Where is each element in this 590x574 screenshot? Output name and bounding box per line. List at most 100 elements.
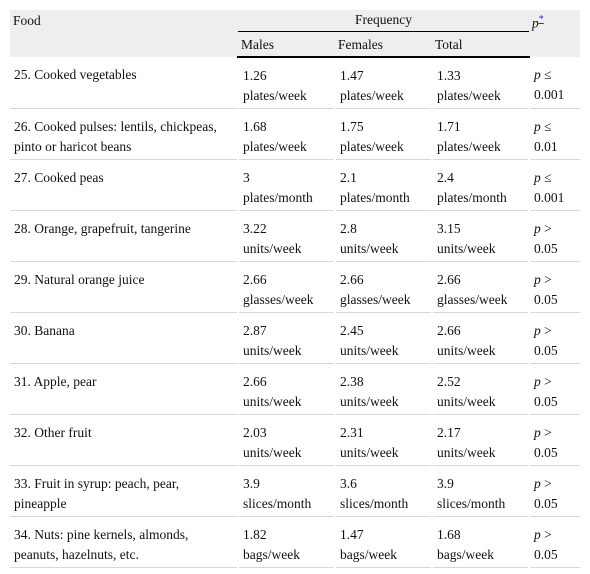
frequency-value: 1.33 — [437, 68, 461, 83]
subheader-cell: Total — [432, 33, 530, 58]
table-cell: 31. Apple, pear — [10, 363, 238, 415]
header-cell: p* — [529, 10, 581, 57]
frequency-unit: units/week — [243, 343, 302, 358]
table-header: Food Frequency p* Males Females Total — [10, 10, 581, 58]
table-cell: 1.82 bags/week — [237, 516, 335, 568]
table-cell: p > 0.05 — [528, 516, 581, 568]
table-cell: 3 plates/month — [237, 159, 335, 211]
table-cell: 1.75 plates/week — [334, 108, 432, 160]
frequency-value: 1.47 — [340, 68, 364, 83]
frequency-unit: units/week — [243, 394, 302, 409]
header-row: Food Frequency p* — [10, 10, 581, 57]
p-value: ≤ 0.001 — [534, 67, 565, 102]
p-value: ≤ 0.01 — [534, 119, 558, 154]
p-value: > 0.05 — [534, 323, 558, 358]
frequency-unit: units/week — [340, 394, 399, 409]
frequency-unit: slices/month — [437, 496, 506, 511]
frequency-value: 2.66 — [437, 272, 461, 287]
p-value: > 0.05 — [534, 272, 558, 307]
frequency-unit: units/week — [437, 343, 496, 358]
frequency-unit: plates/week — [340, 139, 404, 154]
frequency-value: 1.26 — [243, 68, 267, 83]
table-cell: p > 0.05 — [528, 465, 581, 517]
frequency-value: 3.15 — [437, 221, 461, 236]
frequency-unit: plates/week — [437, 88, 501, 103]
frequency-unit: bags/week — [340, 547, 397, 562]
table-cell: p > 0.05 — [528, 210, 581, 262]
table-cell: 33. Fruit in syrup: peach, pear, pineapp… — [10, 465, 238, 517]
table-cell: 2.45 units/week — [334, 312, 432, 364]
food-name: 34. Nuts: pine kernels, almonds, peanuts… — [14, 527, 189, 562]
table-cell: 3.6 slices/month — [334, 465, 432, 517]
table-cell: p ≤ 0.001 — [528, 159, 581, 211]
food-name: 31. Apple, pear — [14, 374, 97, 389]
footnote-link[interactable]: * — [538, 14, 544, 25]
table-cell: p ≤ 0.01 — [528, 108, 581, 160]
table-cell: 1.47 bags/week — [334, 516, 432, 568]
p-symbol: p — [534, 323, 541, 338]
table-cell: 2.03 units/week — [237, 414, 335, 466]
food-name: 33. Fruit in syrup: peach, pear, pineapp… — [14, 476, 180, 511]
p-value: > 0.05 — [534, 221, 558, 256]
frequency-unit: glasses/week — [243, 292, 314, 307]
table-row: 25. Cooked vegetables 1.26 plates/week 1.47… — [10, 57, 581, 109]
frequency-value: 3 — [243, 170, 250, 185]
frequency-unit: plates/month — [340, 190, 410, 205]
p-symbol: p — [534, 425, 541, 440]
frequency-value: 3.9 — [243, 476, 260, 491]
frequency-unit: bags/week — [437, 547, 494, 562]
frequency-value: 1.75 — [340, 119, 364, 134]
table-cell: 1.47 plates/week — [334, 57, 432, 109]
frequency-value: 1.71 — [437, 119, 461, 134]
frequency-value: 2.66 — [243, 374, 267, 389]
table-cell: 2.31 units/week — [334, 414, 432, 466]
p-value: > 0.05 — [534, 425, 558, 460]
frequency-value: 1.68 — [243, 119, 267, 134]
table-cell: 2.1 plates/month — [334, 159, 432, 211]
table-cell: 2.38 units/week — [334, 363, 432, 415]
food-name: 28. Orange, grapefruit, tangerine — [14, 221, 191, 236]
frequency-unit: slices/month — [340, 496, 409, 511]
p-symbol: p — [534, 119, 541, 134]
frequency-value: 2.66 — [437, 323, 461, 338]
frequency-value: 2.8 — [340, 221, 357, 236]
frequency-value: 3.22 — [243, 221, 267, 236]
table-cell: 3.15 units/week — [430, 210, 530, 262]
table-cell: 34. Nuts: pine kernels, almonds, peanuts… — [10, 516, 238, 568]
table-row: 34. Nuts: pine kernels, almonds, peanuts… — [10, 516, 581, 568]
table-cell: 3.22 units/week — [237, 210, 335, 262]
frequency-value: 1.68 — [437, 527, 461, 542]
header-text: Frequency — [238, 12, 530, 32]
header-cell: Frequency — [238, 10, 530, 33]
table-row: 33. Fruit in syrup: peach, pear, pineapp… — [10, 465, 581, 517]
frequency-value: 2.66 — [340, 272, 364, 287]
table-row: 27. Cooked peas 3 plates/month 2.1 plates/mo… — [10, 159, 581, 211]
food-name: 26. Cooked pulses: lentils, chickpeas, p… — [14, 119, 217, 154]
table-cell: 2.66 units/week — [237, 363, 335, 415]
frequency-value: 2.17 — [437, 425, 461, 440]
table-cell: 3.9 slices/month — [237, 465, 335, 517]
frequency-unit: bags/week — [243, 547, 300, 562]
table-cell: p > 0.05 — [528, 312, 581, 364]
frequency-unit: plates/week — [243, 88, 307, 103]
frequency-unit: units/week — [340, 445, 399, 460]
table-cell: 1.71 plates/week — [430, 108, 530, 160]
p-symbol: p — [534, 374, 541, 389]
table-cell: 28. Orange, grapefruit, tangerine — [10, 210, 238, 262]
frequency-unit: units/week — [243, 241, 302, 256]
food-name: 30. Banana — [14, 323, 75, 338]
table-cell: 32. Other fruit — [10, 414, 238, 466]
p-symbol: p — [532, 15, 539, 31]
food-name: 27. Cooked peas — [14, 170, 104, 185]
table-cell: 29. Natural orange juice — [10, 261, 238, 313]
frequency-value: 2.03 — [243, 425, 267, 440]
frequency-value: 2.1 — [340, 170, 357, 185]
subheader-row: Males Females Total — [10, 33, 580, 58]
subheader-cell: Males — [238, 33, 335, 58]
frequency-unit: plates/week — [340, 88, 404, 103]
subheader-cell: Females — [335, 33, 432, 58]
p-symbol: p — [534, 527, 541, 542]
table-cell: 3.9 slices/month — [430, 465, 530, 517]
p-symbol: p — [534, 476, 541, 491]
